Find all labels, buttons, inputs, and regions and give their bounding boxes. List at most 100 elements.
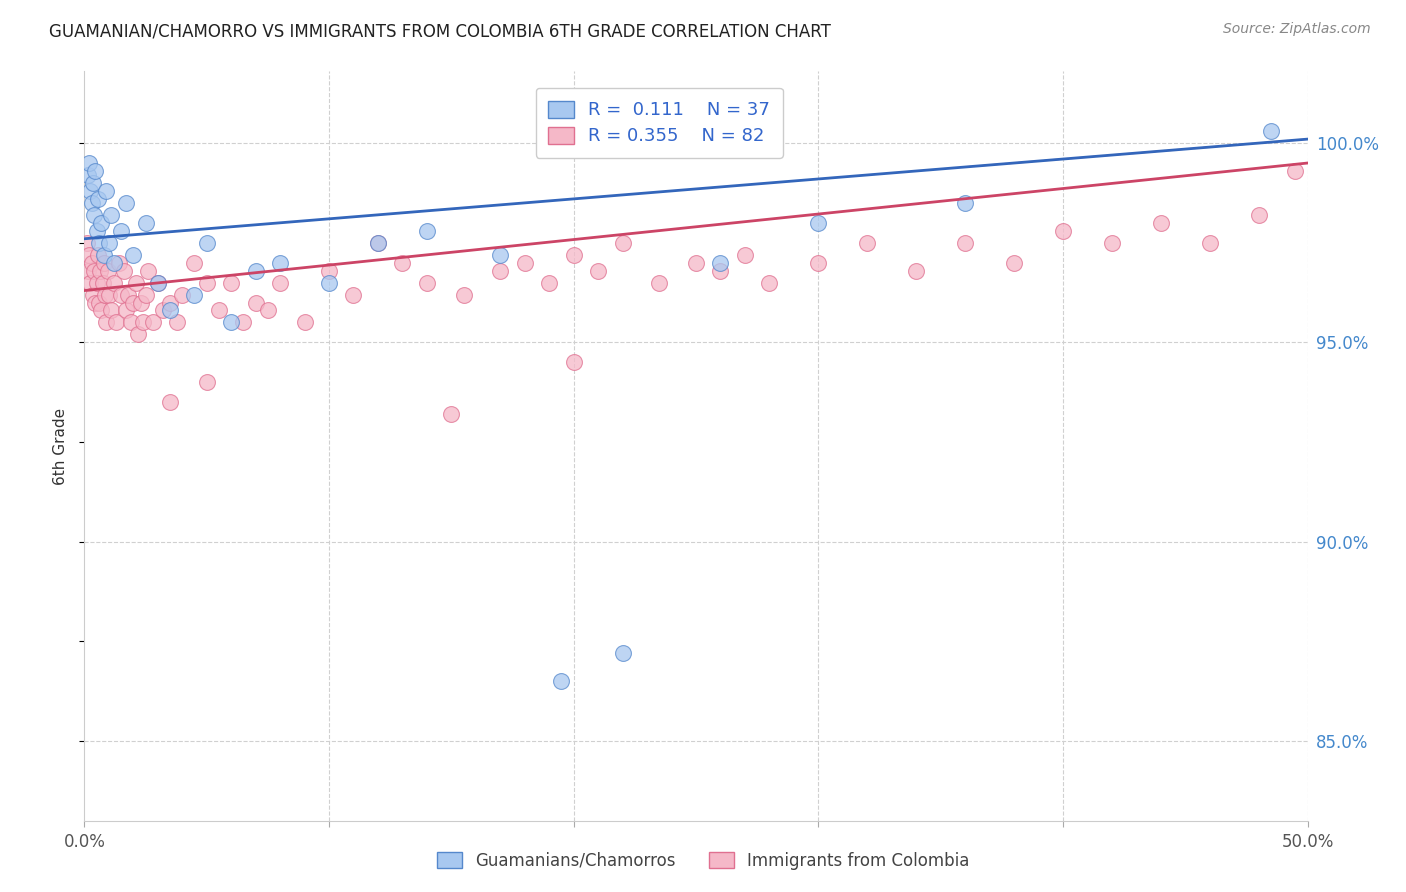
Point (77, 263, 100, 277)
Point (219, 315, 242, 329)
Point (183, 255, 205, 269)
Point (84, 295, 107, 310)
Point (1101, 235, 1123, 250)
Point (856, 235, 879, 250)
Point (83, 208, 105, 222)
Point (489, 263, 512, 277)
Point (96, 184, 118, 198)
Point (136, 263, 159, 277)
Point (586, 263, 609, 277)
Point (152, 303, 174, 318)
Point (453, 287, 475, 301)
Point (77, 168, 100, 182)
Point (219, 276, 242, 290)
Point (166, 315, 188, 329)
Point (807, 216, 830, 230)
Point (125, 276, 148, 290)
Point (103, 276, 125, 290)
Point (159, 395, 181, 409)
Point (84, 164, 107, 178)
Point (562, 355, 585, 369)
Point (96, 315, 118, 329)
Point (1247, 208, 1270, 222)
Point (440, 407, 463, 421)
Point (172, 287, 194, 301)
Point (135, 287, 157, 301)
Point (367, 235, 389, 250)
Point (318, 276, 340, 290)
Point (146, 276, 169, 290)
Point (105, 315, 128, 329)
Point (612, 646, 634, 660)
Point (83, 263, 105, 277)
Point (734, 248, 756, 262)
Point (142, 315, 165, 329)
Point (79, 276, 101, 290)
Point (132, 315, 155, 329)
Point (90, 303, 112, 318)
Point (245, 295, 267, 310)
Point (82, 287, 104, 301)
Point (953, 235, 976, 250)
Point (94, 287, 117, 301)
Point (127, 327, 149, 342)
Point (103, 255, 125, 269)
Point (416, 276, 439, 290)
Point (758, 276, 780, 290)
Point (550, 674, 572, 689)
Point (122, 295, 145, 310)
Point (89, 263, 111, 277)
Point (1284, 164, 1306, 178)
Point (87, 192, 110, 206)
Text: Source: ZipAtlas.com: Source: ZipAtlas.com (1223, 22, 1371, 37)
Point (93, 255, 115, 269)
Point (112, 263, 135, 277)
Point (87, 295, 110, 310)
Point (97, 287, 120, 301)
Point (115, 303, 138, 318)
Point (269, 255, 291, 269)
Point (100, 303, 122, 318)
Point (107, 255, 129, 269)
Point (97, 235, 120, 250)
Point (90, 216, 112, 230)
Point (1198, 235, 1220, 250)
Point (195, 376, 218, 390)
Point (76, 235, 98, 250)
Point (953, 195, 976, 210)
Point (294, 315, 316, 329)
Point (612, 235, 634, 250)
Point (159, 295, 181, 310)
Point (115, 195, 138, 210)
Point (1002, 255, 1025, 269)
Point (709, 255, 731, 269)
Point (416, 224, 439, 238)
Point (318, 263, 340, 277)
Point (709, 263, 731, 277)
Point (905, 263, 928, 277)
Point (1052, 224, 1074, 238)
Point (135, 216, 157, 230)
Point (257, 303, 280, 318)
Point (807, 255, 830, 269)
Point (513, 255, 536, 269)
Y-axis label: 6th Grade: 6th Grade (53, 408, 69, 484)
Text: GUAMANIAN/CHAMORRO VS IMMIGRANTS FROM COLOMBIA 6TH GRADE CORRELATION CHART: GUAMANIAN/CHAMORRO VS IMMIGRANTS FROM CO… (49, 22, 831, 40)
Point (91, 276, 114, 290)
Point (195, 276, 218, 290)
Point (122, 248, 145, 262)
Point (648, 276, 671, 290)
Point (80, 255, 103, 269)
Point (86, 224, 108, 238)
Point (87, 235, 110, 250)
Point (77, 156, 100, 170)
Point (232, 315, 254, 329)
Legend: R =  0.111    N = 37, R = 0.355    N = 82: R = 0.111 N = 37, R = 0.355 N = 82 (536, 88, 783, 158)
Point (100, 208, 122, 222)
Point (82, 176, 104, 190)
Point (1150, 216, 1173, 230)
Point (269, 276, 291, 290)
Point (685, 255, 707, 269)
Point (117, 287, 139, 301)
Point (489, 248, 512, 262)
